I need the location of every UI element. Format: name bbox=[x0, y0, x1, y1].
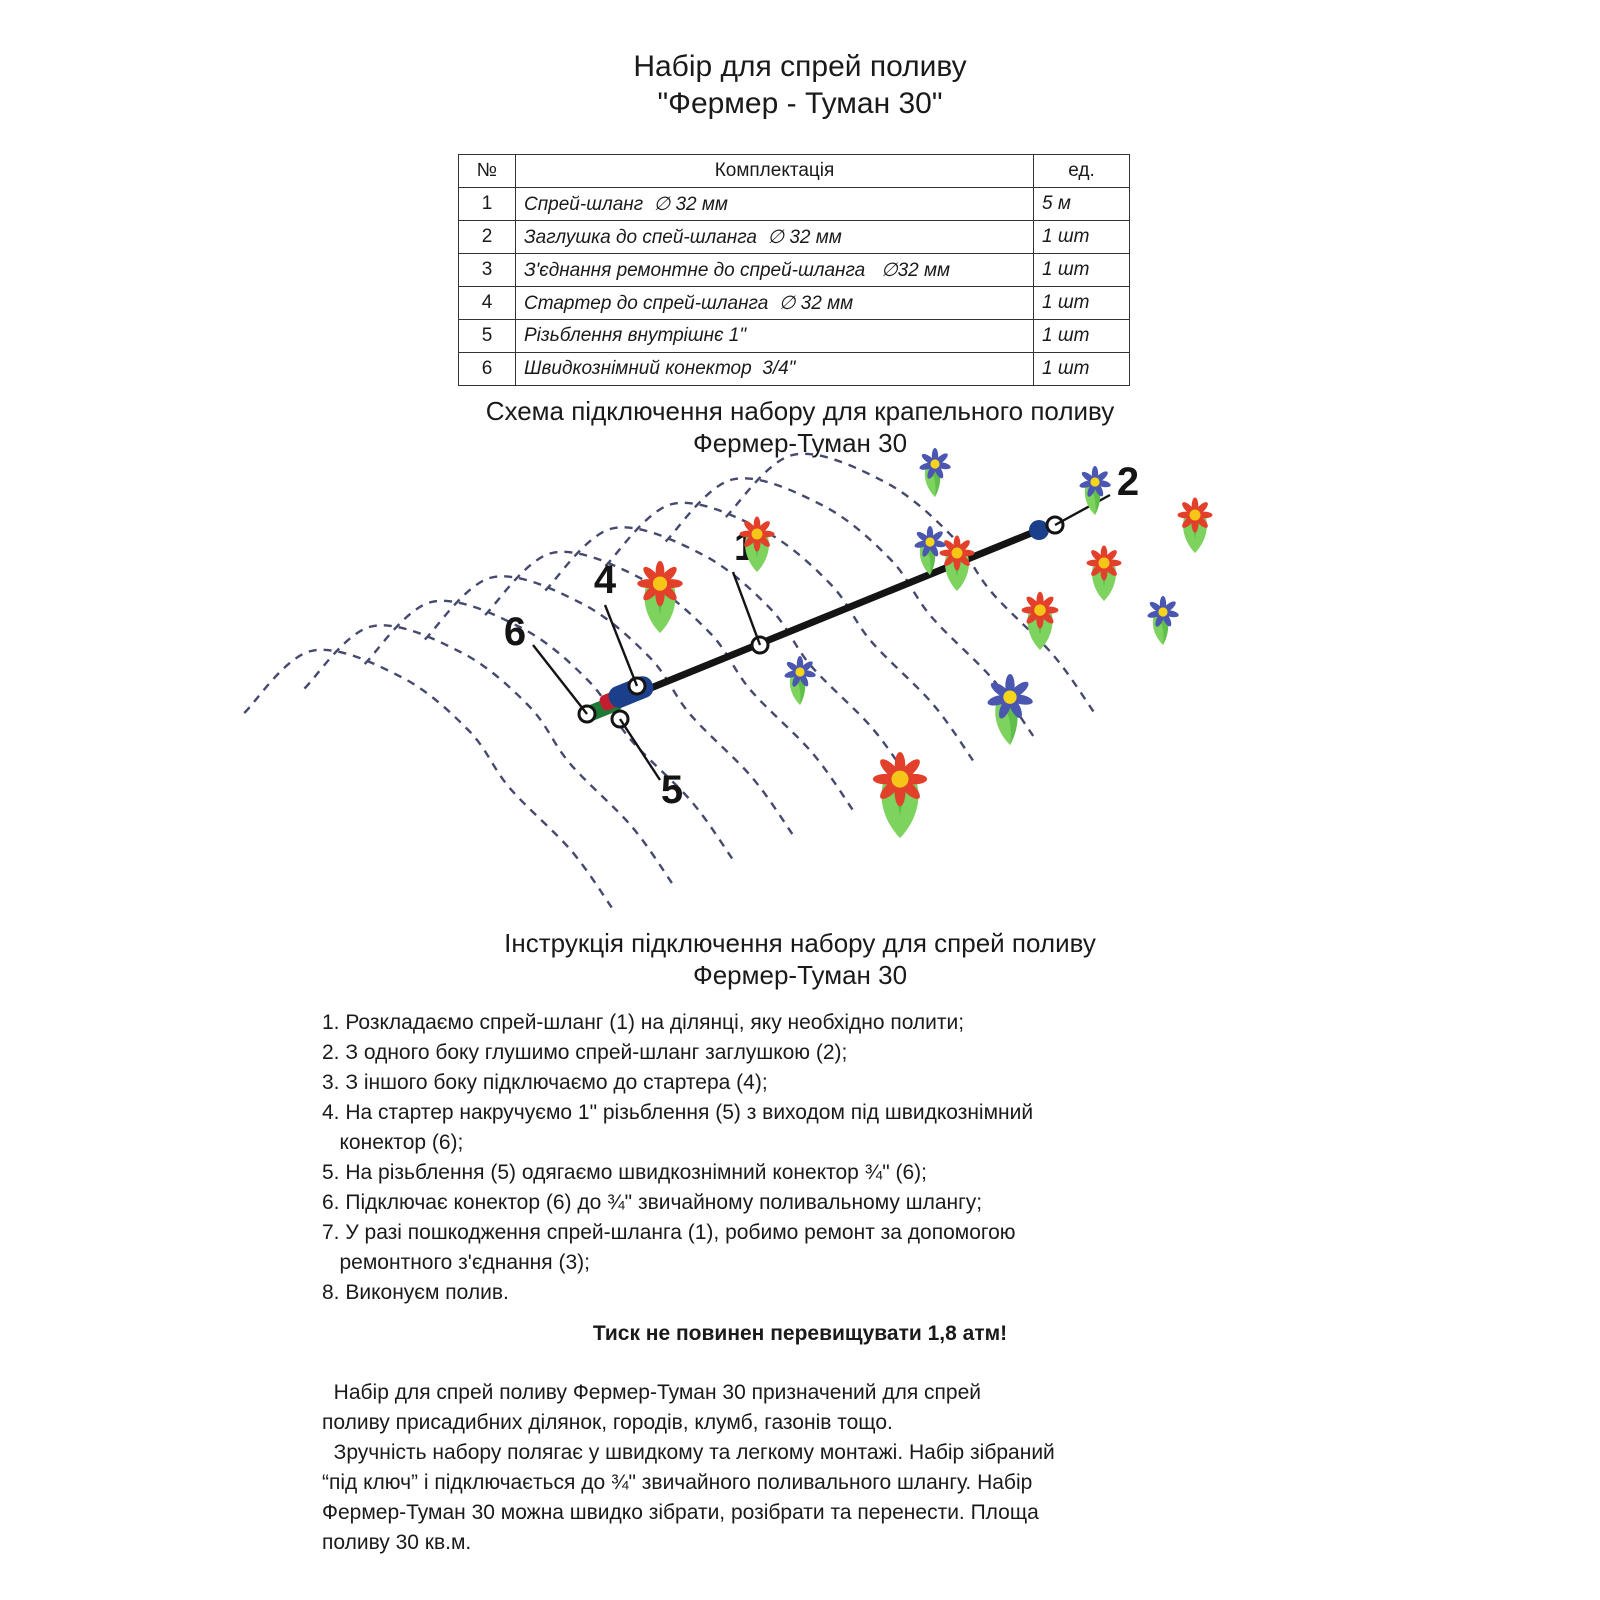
svg-text:2: 2 bbox=[1117, 460, 1139, 504]
svg-text:5: 5 bbox=[661, 768, 683, 812]
svg-text:6: 6 bbox=[504, 610, 526, 654]
svg-text:4: 4 bbox=[594, 558, 617, 602]
